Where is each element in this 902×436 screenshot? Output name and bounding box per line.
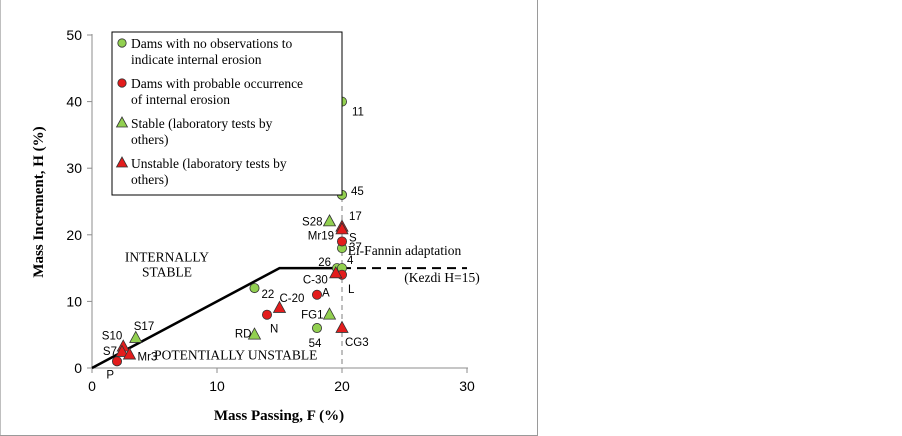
point-mr19 (335, 222, 349, 235)
point-label-37: 37 (349, 242, 362, 254)
legend-box (111, 31, 343, 196)
y-tick-label: 0 (74, 360, 82, 376)
point-label-26: 26 (318, 257, 331, 269)
point-label-4: 4 (347, 255, 354, 267)
point-label-mr19: Mr19 (308, 230, 334, 242)
point-label-17: 17 (349, 211, 362, 223)
annotation-text: POTENTIALLY UNSTABLE (154, 347, 317, 362)
point-label-mr3: Mr3 (138, 352, 158, 364)
point-s7 (115, 344, 129, 357)
point-label-a: A (322, 288, 330, 300)
annotation-text: Li-Fannin adaptation (348, 243, 462, 258)
legend-label: Dams with probable occurrence (131, 76, 303, 91)
legend-label: Unstable (laboratory tests by (131, 156, 287, 171)
point-label-fg1: FG1 (301, 310, 323, 322)
point-cg3 (335, 320, 349, 333)
point-s17 (129, 330, 143, 343)
data-points: 11 45 37 26 4 22 54 S L A N P S28 FG1 RD S17 17 Mr19 C-30 C… (102, 96, 369, 381)
x-tick-label: 30 (459, 378, 475, 394)
y-tick-label: 30 (66, 160, 82, 176)
point-label-n: N (270, 324, 278, 336)
point-s (336, 236, 347, 247)
annotation-text: STABLE (142, 264, 192, 279)
legend-label: others) (131, 132, 169, 147)
legend-label: of internal erosion (131, 92, 230, 107)
annotation-text: (Kezdi H=15) (404, 270, 479, 285)
legend-label: indicate internal erosion (131, 52, 262, 67)
point-label-22: 22 (262, 289, 275, 301)
plot-axes: 0 10 20 30 40 50 0 10 20 30 (66, 27, 475, 394)
x-tick-label: 0 (88, 378, 96, 394)
point-label-s10: S10 (102, 331, 122, 343)
point-a (311, 289, 322, 300)
point-label-54: 54 (309, 338, 322, 350)
annotation-text: INTERNALLY (125, 249, 209, 264)
y-tick-label: 50 (66, 27, 82, 43)
point-c-20 (272, 300, 287, 313)
point-label-cg3: CG3 (345, 337, 369, 349)
legend-marker (117, 38, 127, 48)
point-label-p: P (106, 369, 114, 381)
point-label-l: L (348, 284, 355, 296)
legend-marker (115, 116, 129, 128)
y-tick-label: 20 (66, 227, 82, 243)
legend-label: Stable (laboratory tests by (131, 116, 273, 131)
point-label-11: 11 (352, 107, 364, 119)
legend-label: others) (131, 172, 169, 187)
point-label-s28: S28 (302, 216, 322, 228)
point-label-s7: S7 (103, 346, 117, 358)
stability-boundary-line (91, 266, 342, 370)
point-label-s: S (349, 232, 357, 244)
point-c-30 (329, 265, 343, 279)
x-tick-label: 20 (334, 378, 350, 394)
point-p (112, 356, 123, 367)
legend-label: Dams with no observations to (131, 36, 292, 51)
point-label-c-20: C-20 (280, 293, 305, 305)
point-label-rd: RD (235, 329, 252, 341)
point-22 (249, 283, 260, 294)
y-tick-label: 40 (66, 94, 82, 110)
point-fg1 (322, 307, 337, 320)
legend-marker (117, 78, 127, 88)
point-s28 (322, 214, 337, 227)
point-54 (311, 323, 322, 334)
point-label-45: 45 (351, 186, 364, 198)
y-tick-label: 10 (66, 293, 82, 309)
point-mr3 (122, 347, 137, 360)
point-rd (247, 327, 262, 340)
point-label-s17: S17 (134, 321, 154, 333)
legend-marker (115, 156, 129, 168)
y-axis-label: Mass Increment, H (%) (31, 126, 47, 277)
x-axis-label: Mass Passing, F (%) (214, 408, 344, 424)
x-tick-label: 10 (209, 378, 225, 394)
point-label-c-30: C-30 (303, 274, 328, 286)
point-n (261, 309, 272, 320)
